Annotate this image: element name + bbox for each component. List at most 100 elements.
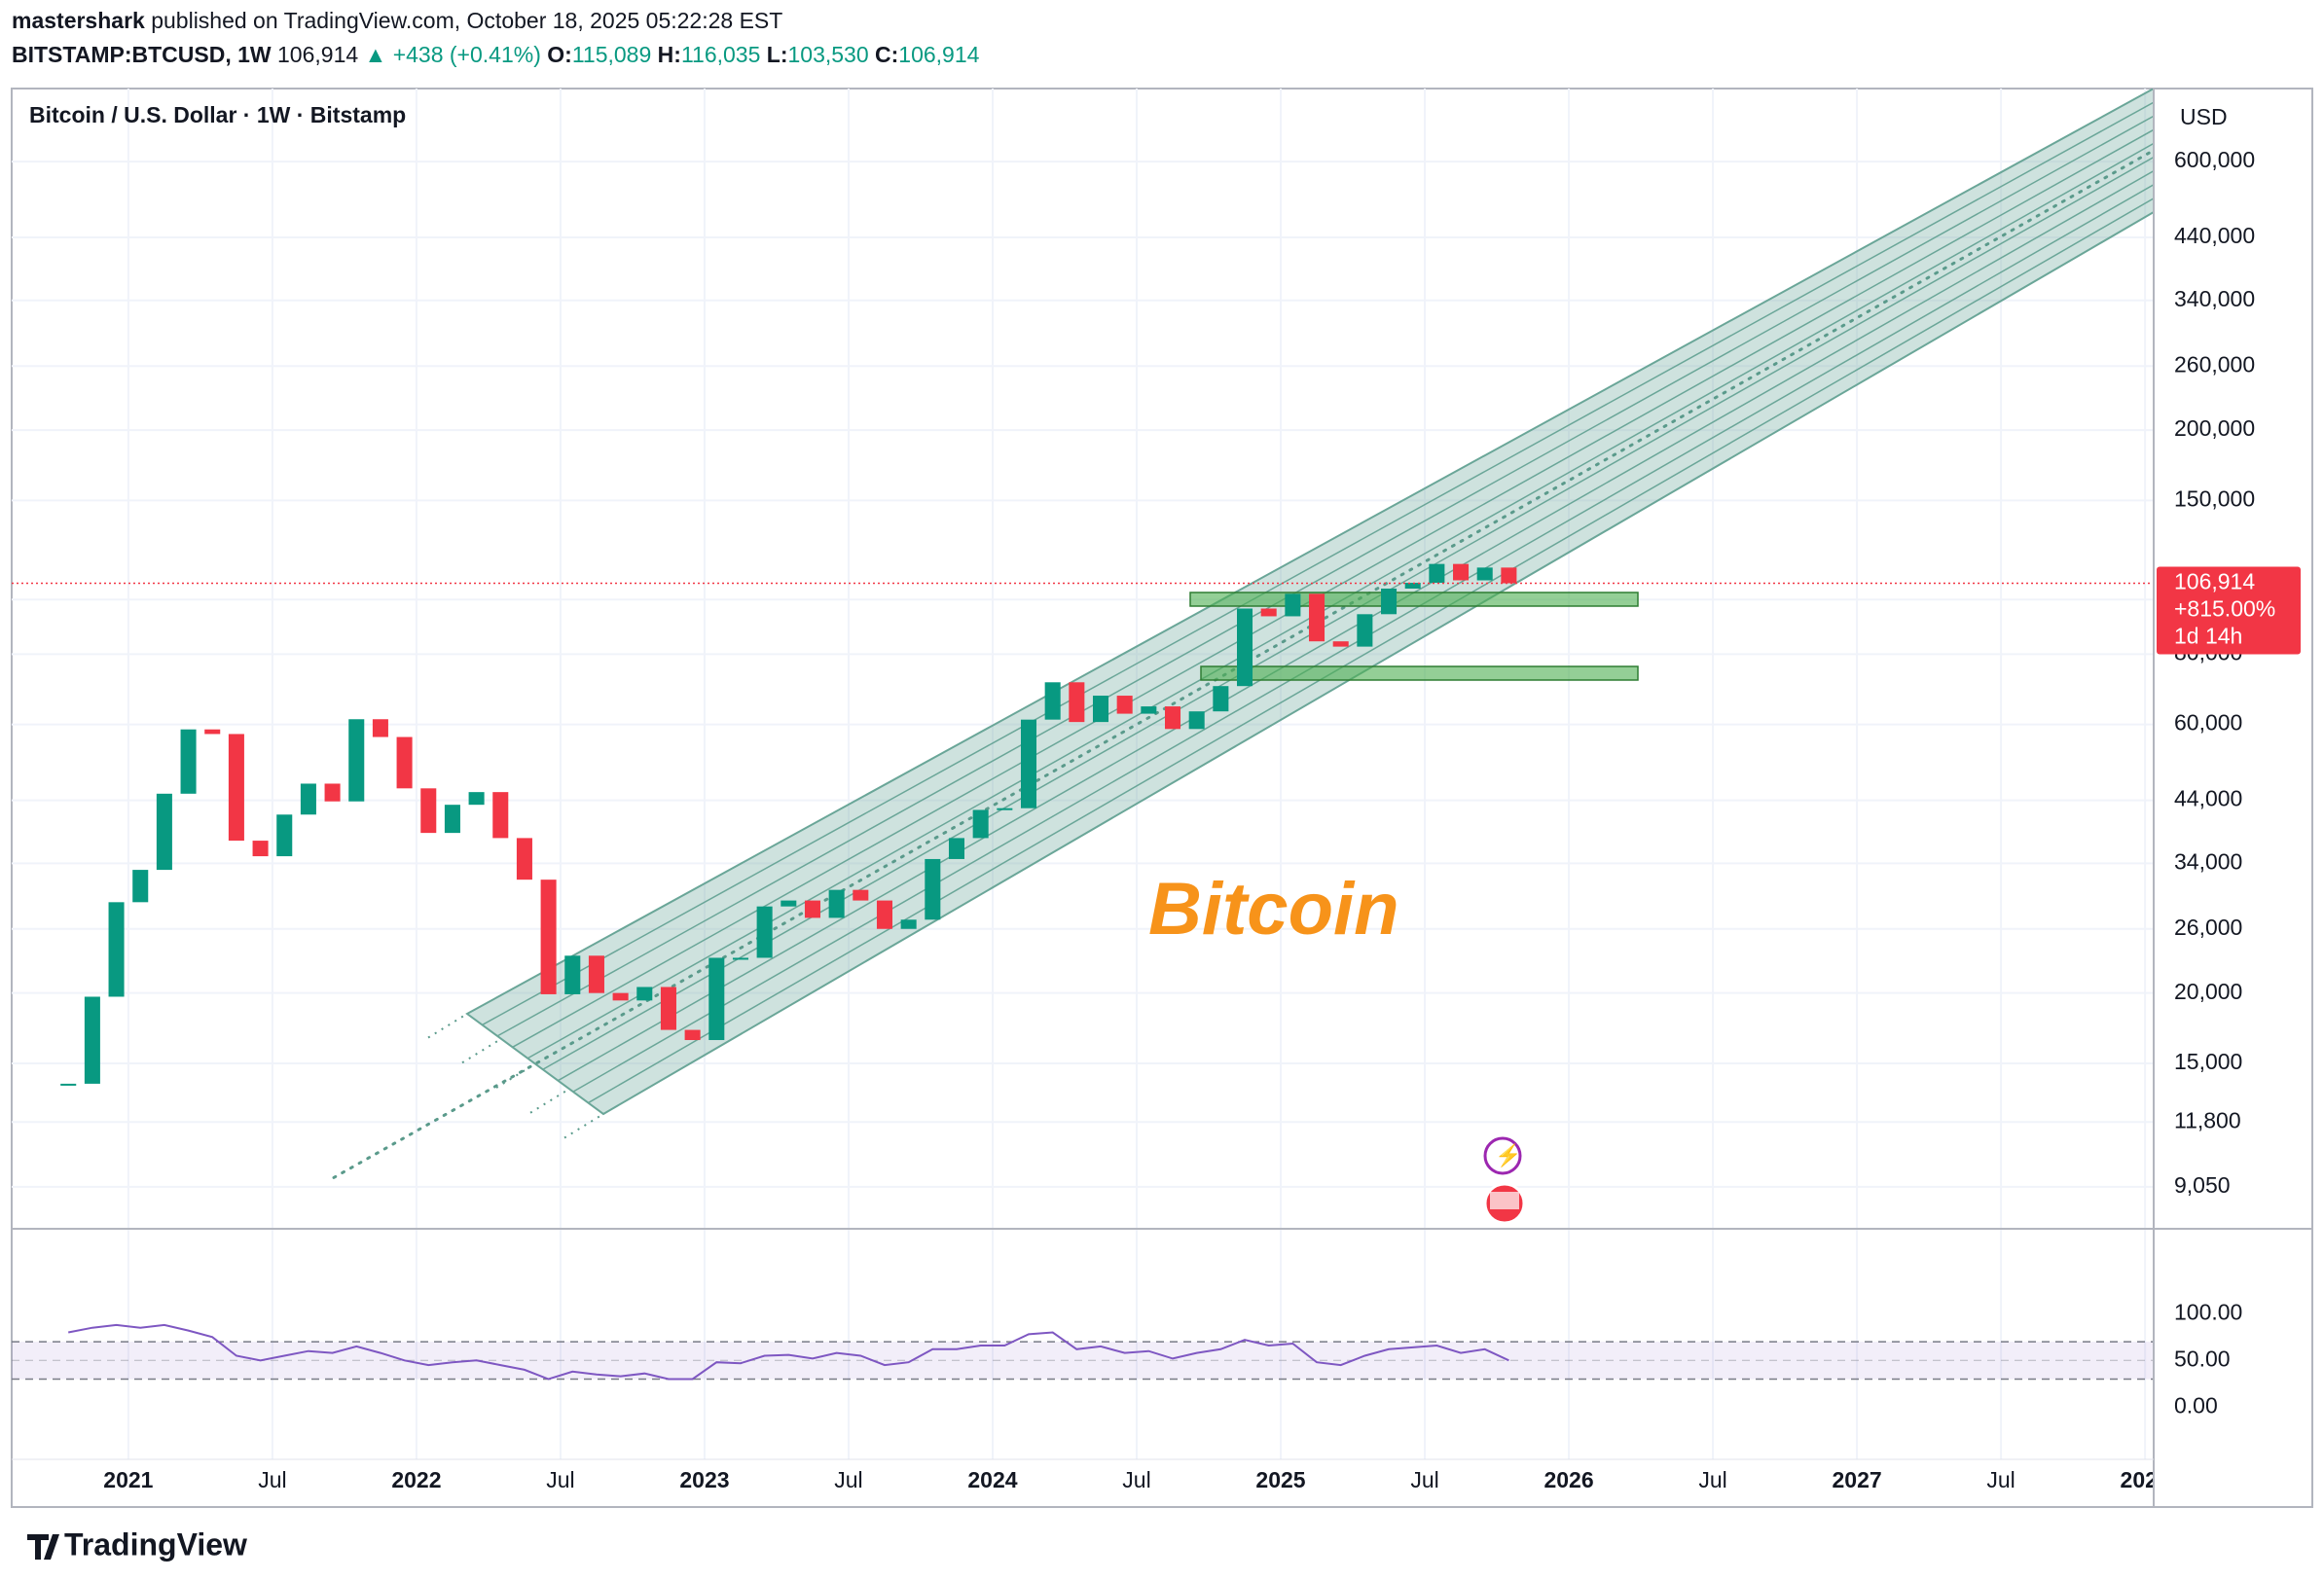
candle — [1429, 563, 1445, 584]
candle — [588, 955, 604, 993]
candle — [660, 987, 676, 1030]
publisher: mastershark — [12, 8, 145, 33]
frame — [11, 88, 2313, 1508]
channel-line — [588, 198, 2154, 1104]
l-value: 103,530 — [787, 42, 868, 67]
candle — [781, 900, 797, 907]
candle — [1332, 641, 1349, 647]
currency-box[interactable] — [2162, 97, 2242, 138]
x-tick-label: Jul — [1410, 1467, 1438, 1492]
x-tick-label: 2022 — [391, 1467, 441, 1492]
rsi-line — [68, 1323, 1509, 1381]
x-tick-label: Jul — [1122, 1467, 1150, 1492]
event-icon-glyph: ⚡ — [1495, 1143, 1521, 1168]
candle — [972, 809, 989, 839]
candle — [156, 793, 172, 871]
candle — [1476, 567, 1493, 581]
candle — [492, 792, 509, 839]
channel-extension — [461, 1037, 502, 1064]
candle — [1141, 706, 1157, 714]
candle — [853, 889, 869, 901]
rsi-tick-label: 100.00 — [2174, 1299, 2242, 1324]
h-label: H: — [658, 42, 681, 67]
x-tick-label: 2027 — [1833, 1467, 1882, 1492]
candle — [276, 814, 293, 857]
annotation: Bitcoin — [1148, 868, 1399, 951]
candle — [516, 838, 532, 880]
y-tick-label: 60,000 — [2174, 710, 2242, 736]
pane-title: Bitcoin / U.S. Dollar · 1W · Bitstamp — [29, 102, 406, 127]
candle — [468, 792, 485, 806]
candle — [1237, 608, 1253, 687]
y-tick-label: 26,000 — [2174, 915, 2242, 940]
l-label: L: — [767, 42, 788, 67]
candle — [1116, 696, 1133, 714]
candle — [1020, 719, 1037, 808]
symbol: BITSTAMP:BTCUSD, 1W — [12, 42, 272, 67]
channel-extension — [563, 1113, 604, 1139]
x-tick-label: Jul — [258, 1467, 286, 1492]
candle — [1285, 593, 1301, 617]
candle — [1309, 593, 1325, 642]
zone — [1189, 592, 1639, 607]
candle — [324, 783, 341, 802]
x-tick-label: 2026 — [1543, 1467, 1593, 1492]
candle — [1092, 696, 1109, 723]
candle — [1453, 563, 1470, 581]
x-axis: 2021 Jul 2022 Jul 2023 Jul 2024 Jul 2025 Jul 2026 J… — [103, 1467, 2154, 1492]
candle — [636, 987, 653, 1001]
candle — [612, 992, 629, 1001]
candle — [252, 841, 269, 857]
zone — [1200, 665, 1639, 681]
y-tick-label: 200,000 — [2174, 415, 2255, 441]
candle — [876, 900, 892, 929]
channel-line — [512, 128, 2154, 1048]
c-value: 106,914 — [898, 42, 979, 67]
x-tick-label: Jul — [1698, 1467, 1726, 1492]
candle — [1260, 608, 1277, 617]
x-tick-label: Jul — [1986, 1467, 2015, 1492]
published: published on TradingView.com, October 18… — [151, 8, 782, 33]
y-tick-label: 150,000 — [2174, 485, 2255, 511]
arrow: ▲ — [358, 42, 393, 67]
header-line: mastershark published on TradingView.com… — [12, 8, 782, 33]
o-value: 115,089 — [572, 42, 651, 67]
c-label: C: — [875, 42, 898, 67]
x-tick-label: 2023 — [679, 1467, 729, 1492]
last-change: +815.00% — [2174, 596, 2275, 622]
candle — [84, 996, 100, 1084]
candle — [540, 880, 557, 994]
event-icon[interactable] — [1483, 1136, 1522, 1175]
channel-median — [332, 149, 2154, 1179]
candle — [708, 957, 725, 1041]
quote-line: BITSTAMP:BTCUSD, 1W 106,914 ▲ +438 (+0.4… — [12, 42, 980, 67]
y-tick-label: 260,000 — [2174, 351, 2255, 377]
candle — [804, 900, 820, 918]
candle — [108, 902, 125, 997]
o-label: O: — [547, 42, 572, 67]
candle — [1501, 567, 1517, 584]
x-tick-label: Jul — [834, 1467, 862, 1492]
channel-line — [496, 115, 2154, 1037]
candle — [1404, 583, 1421, 589]
candle — [300, 783, 316, 815]
candle — [948, 838, 965, 859]
candle — [1357, 614, 1373, 647]
last-price: 106,914 — [2174, 569, 2255, 594]
currency[interactable]: USD — [2180, 104, 2228, 129]
flag-stripes — [1490, 1192, 1519, 1209]
candle — [564, 955, 581, 994]
countdown: 1d 14h — [2174, 624, 2242, 649]
change: +438 (+0.41%) — [393, 42, 541, 67]
candle — [444, 805, 460, 834]
candle — [828, 889, 845, 918]
y-tick-label: 340,000 — [2174, 286, 2255, 311]
y-tick-label: 600,000 — [2174, 147, 2255, 172]
candle — [1213, 686, 1229, 712]
rsi-tick-label: 50.00 — [2174, 1346, 2231, 1371]
x-tick-label: 2021 — [103, 1467, 153, 1492]
logo-mark — [27, 1534, 59, 1560]
candle — [180, 729, 197, 794]
candle — [60, 1083, 77, 1086]
